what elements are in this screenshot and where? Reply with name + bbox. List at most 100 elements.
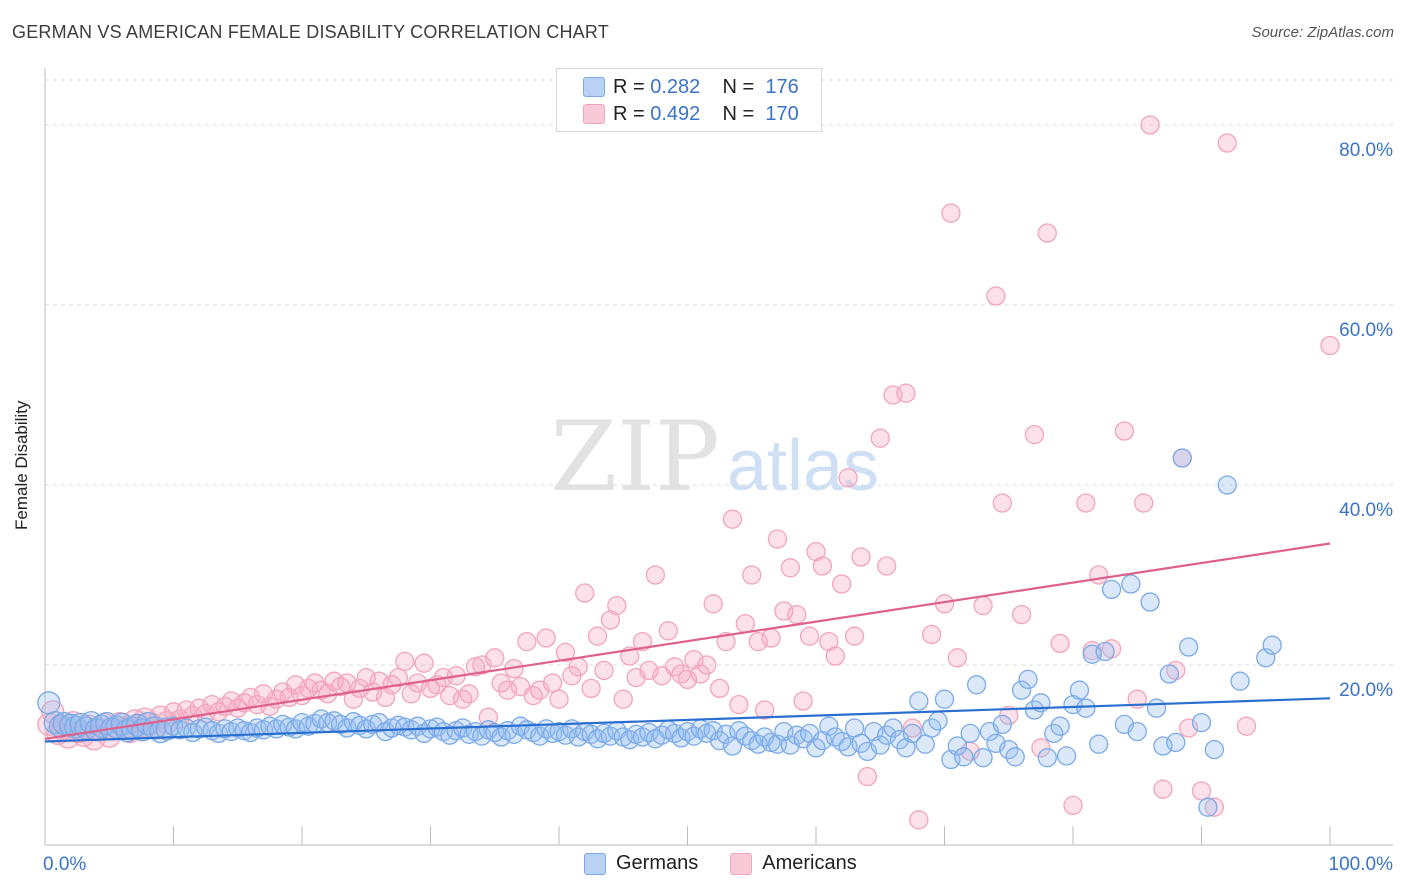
data-point-american bbox=[1134, 493, 1154, 513]
trend-lines bbox=[44, 542, 1331, 743]
legend-item-germans[interactable]: Germans bbox=[584, 852, 698, 875]
watermark: ZIP atlas bbox=[550, 401, 879, 513]
data-point-german bbox=[1069, 680, 1090, 700]
legend-r-label: R = bbox=[613, 102, 645, 125]
data-point-german bbox=[1018, 669, 1038, 690]
data-point-american bbox=[1024, 424, 1045, 445]
data-point-german bbox=[1146, 698, 1167, 718]
data-point-american bbox=[1050, 633, 1070, 654]
data-point-german bbox=[1256, 648, 1276, 668]
data-point-american bbox=[401, 684, 421, 704]
data-point-german bbox=[960, 723, 980, 744]
data-point-american bbox=[607, 595, 627, 616]
data-point-german bbox=[1089, 734, 1109, 754]
data-point-german bbox=[1217, 475, 1237, 495]
data-point-american bbox=[1076, 493, 1096, 513]
data-point-german bbox=[1095, 641, 1115, 662]
data-point-german bbox=[819, 716, 839, 736]
legend-item-americans[interactable]: Americans bbox=[730, 852, 857, 875]
data-point-german bbox=[1005, 747, 1025, 767]
data-point-american bbox=[343, 689, 364, 709]
data-point-american bbox=[632, 631, 653, 652]
data-point-american bbox=[902, 718, 923, 738]
legend-r-value: 0.492 bbox=[650, 102, 701, 125]
tick-labels: 20.0% 40.0% 60.0% 80.0% 0.0% 100.0% bbox=[43, 140, 1393, 875]
data-point-german bbox=[1140, 592, 1160, 612]
data-point-american bbox=[870, 428, 890, 448]
data-point-american bbox=[909, 810, 929, 830]
data-point-german bbox=[992, 714, 1012, 735]
data-point-german bbox=[1011, 680, 1032, 700]
data-point-american bbox=[1063, 795, 1083, 816]
data-point-german bbox=[1179, 637, 1199, 657]
data-point-american bbox=[658, 621, 678, 641]
data-point-american bbox=[857, 766, 878, 787]
data-point-american bbox=[812, 556, 833, 576]
data-point-american bbox=[1089, 565, 1109, 585]
data-point-german bbox=[1191, 712, 1212, 733]
data-point-american bbox=[613, 689, 633, 709]
data-point-german bbox=[928, 711, 948, 731]
data-point-german bbox=[1262, 635, 1282, 655]
data-point-american bbox=[1204, 797, 1224, 817]
data-point-american bbox=[536, 628, 556, 648]
data-point-american bbox=[575, 583, 595, 603]
data-point-american bbox=[703, 594, 723, 614]
legend-label-germans: Germans bbox=[616, 852, 699, 874]
data-point-american bbox=[1114, 421, 1135, 441]
data-point-german bbox=[1101, 579, 1122, 600]
y-axis-label: Female Disability bbox=[12, 400, 31, 530]
data-point-american bbox=[1011, 604, 1032, 625]
data-point-american bbox=[1236, 716, 1257, 736]
data-point-german bbox=[954, 747, 974, 767]
data-point-german bbox=[1172, 448, 1192, 468]
data-point-german bbox=[909, 691, 929, 711]
data-point-american bbox=[729, 694, 749, 715]
data-point-american bbox=[973, 595, 993, 616]
legend-swatch-americans bbox=[583, 104, 605, 124]
legend-row-germans: R = 0.282 N = 176 bbox=[583, 75, 799, 99]
trend-line-germans bbox=[44, 697, 1331, 743]
data-point-american bbox=[594, 660, 614, 681]
y-tick-label: 40.0% bbox=[1339, 500, 1393, 521]
data-point-american bbox=[832, 574, 852, 594]
data-point-american bbox=[787, 604, 807, 625]
data-point-american bbox=[542, 673, 563, 693]
data-point-american bbox=[922, 624, 942, 645]
gridlines bbox=[45, 79, 1393, 666]
data-point-american bbox=[459, 684, 479, 704]
data-point-american bbox=[799, 626, 820, 646]
data-point-german bbox=[902, 723, 923, 744]
data-point-american bbox=[587, 626, 608, 646]
watermark-atlas: atlas bbox=[727, 426, 879, 506]
data-point-american bbox=[941, 203, 961, 223]
legend-r-value: 0.282 bbox=[650, 75, 701, 98]
data-point-german bbox=[1076, 698, 1096, 718]
data-point-american bbox=[517, 631, 537, 652]
data-point-american bbox=[568, 657, 588, 677]
data-point-american bbox=[1217, 133, 1237, 153]
data-point-american bbox=[754, 700, 775, 720]
data-point-american bbox=[896, 383, 916, 403]
data-point-american bbox=[1037, 223, 1057, 243]
data-point-american bbox=[1140, 115, 1160, 135]
y-tick-label: 60.0% bbox=[1339, 320, 1393, 341]
data-point-american bbox=[1153, 779, 1173, 799]
data-point-american bbox=[414, 653, 434, 673]
data-point-american bbox=[742, 565, 762, 585]
data-point-german bbox=[1166, 732, 1186, 753]
legend-swatch-germans bbox=[583, 77, 605, 97]
data-point-german bbox=[966, 675, 987, 695]
watermark-zip: ZIP bbox=[550, 401, 719, 513]
data-point-german bbox=[1159, 664, 1180, 684]
data-point-german bbox=[915, 734, 935, 754]
y-tick-label: 80.0% bbox=[1339, 140, 1393, 161]
data-point-american bbox=[555, 642, 576, 663]
data-point-german bbox=[934, 689, 955, 709]
legend-n-label: N = bbox=[722, 75, 755, 98]
data-point-american bbox=[716, 631, 736, 652]
data-point-german bbox=[870, 735, 890, 755]
stats-legend: R = 0.282 N = 176 R = 0.492 N = 170 bbox=[556, 68, 822, 132]
data-point-german bbox=[1037, 748, 1057, 768]
